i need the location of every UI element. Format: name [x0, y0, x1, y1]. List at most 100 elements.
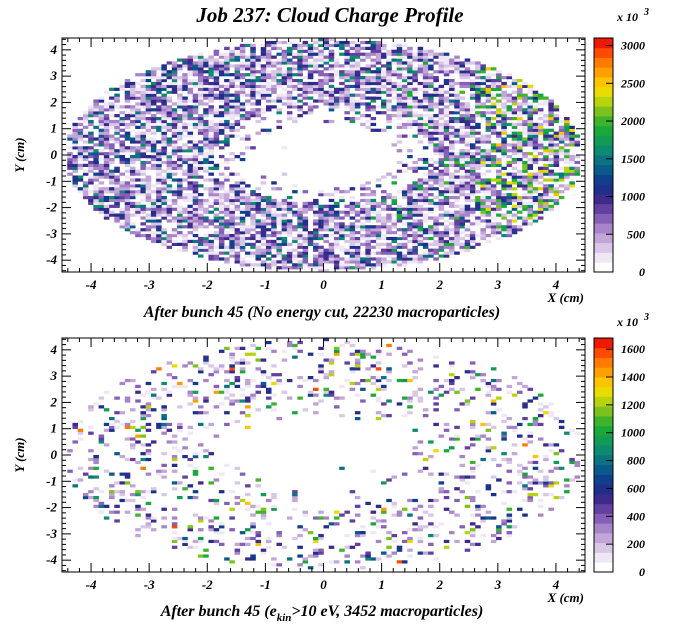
heatmap-cell	[558, 128, 565, 132]
heatmap-cell	[527, 119, 533, 124]
heatmap-cell	[469, 84, 476, 89]
heatmap-cell	[229, 55, 235, 59]
heatmap-cell	[407, 233, 413, 238]
heatmap-cell	[480, 102, 486, 106]
heatmap-cell	[365, 40, 371, 45]
heatmap-cell	[485, 204, 492, 208]
heatmap-cell	[297, 222, 303, 226]
heatmap-cell	[548, 102, 554, 106]
heatmap-cell	[197, 219, 204, 223]
heatmap-cell	[203, 146, 209, 150]
heatmap-cell	[187, 64, 194, 68]
heatmap-cell	[229, 125, 235, 129]
heatmap-cell	[276, 231, 282, 235]
heatmap-cell	[245, 396, 251, 400]
heatmap-cell	[490, 149, 497, 153]
heatmap-cell	[119, 157, 126, 162]
heatmap-cell	[245, 184, 251, 188]
heatmap-cell	[307, 531, 314, 535]
heatmap-cell	[239, 248, 246, 252]
heatmap-cell	[265, 58, 272, 62]
heatmap-cell	[135, 428, 141, 432]
heatmap-cell	[417, 125, 424, 129]
heatmap-cell	[375, 257, 382, 261]
heatmap-cell	[339, 70, 345, 74]
heatmap-cell	[449, 245, 455, 249]
heatmap-cell	[339, 266, 345, 270]
heatmap-cell	[532, 178, 539, 182]
heatmap-cell	[313, 551, 319, 555]
heatmap-cell	[480, 178, 486, 182]
heatmap-cell	[501, 131, 507, 135]
heatmap-cell	[344, 207, 350, 211]
heatmap-cell	[490, 198, 497, 203]
heatmap-cell	[166, 233, 173, 238]
heatmap-cell	[454, 236, 460, 241]
heatmap-cell	[428, 513, 434, 517]
heatmap-cell	[449, 140, 455, 144]
heatmap-cell	[417, 440, 424, 444]
heatmap-cell	[208, 498, 214, 503]
heatmap-cell	[156, 172, 162, 176]
heatmap-cell	[354, 504, 361, 508]
heatmap-cell	[88, 166, 94, 170]
heatmap-cell	[171, 111, 178, 115]
heatmap-cell	[88, 181, 94, 185]
heatmap-cell	[197, 84, 204, 89]
heatmap-cell	[255, 195, 262, 200]
heatmap-cell	[234, 78, 241, 83]
heatmap-cell	[469, 61, 476, 65]
heatmap-cell	[140, 137, 146, 141]
heatmap-cell	[407, 76, 413, 80]
heatmap-cell	[386, 99, 392, 103]
heatmap-cell	[124, 472, 131, 476]
heatmap-cell	[197, 242, 204, 246]
heatmap-cell	[234, 195, 241, 200]
heatmap-cell	[391, 114, 398, 118]
heatmap-cell	[527, 90, 533, 94]
heatmap-cell	[548, 190, 554, 194]
heatmap-cell	[166, 393, 173, 397]
heatmap-cell	[307, 207, 314, 211]
heatmap-cell	[443, 172, 450, 176]
heatmap-cell	[553, 137, 560, 141]
heatmap-cell	[370, 263, 377, 267]
heatmap-cell	[354, 204, 361, 208]
heatmap-cell	[333, 105, 340, 109]
heatmap-cell	[318, 90, 324, 94]
heatmap-cell	[496, 396, 502, 400]
heatmap-cell	[260, 242, 267, 246]
heatmap-cell	[103, 163, 110, 167]
heatmap-cell	[124, 195, 131, 200]
heatmap-cell	[323, 251, 330, 255]
heatmap-cell	[370, 257, 377, 261]
heatmap-cell	[307, 376, 314, 380]
heatmap-cell	[197, 248, 204, 252]
heatmap-cell	[506, 122, 513, 127]
heatmap-cell	[443, 52, 450, 56]
heatmap-cell	[129, 111, 136, 115]
heatmap-cell	[443, 111, 450, 115]
heatmap-cell	[281, 260, 288, 264]
heatmap-cell	[150, 149, 157, 153]
heatmap-cell	[255, 248, 262, 252]
heatmap-cell	[323, 393, 330, 397]
heatmap-cell	[265, 251, 272, 255]
heatmap-cell	[208, 201, 214, 206]
heatmap-cell	[145, 516, 152, 520]
heatmap-cell	[124, 475, 131, 479]
heatmap-cell	[124, 210, 131, 214]
heatmap-cell	[527, 143, 533, 147]
heatmap-cell	[255, 64, 262, 68]
heatmap-cell	[401, 163, 408, 167]
heatmap-cell	[103, 390, 110, 394]
heatmap-cell	[208, 373, 214, 377]
heatmap-cell	[124, 160, 131, 165]
heatmap-cell	[433, 233, 439, 238]
heatmap-cell	[485, 207, 492, 211]
heatmap-cell	[428, 207, 434, 211]
heatmap-cell	[365, 228, 371, 232]
heatmap-cell	[145, 128, 152, 132]
heatmap-cell	[182, 84, 188, 89]
heatmap-cell	[109, 190, 115, 194]
